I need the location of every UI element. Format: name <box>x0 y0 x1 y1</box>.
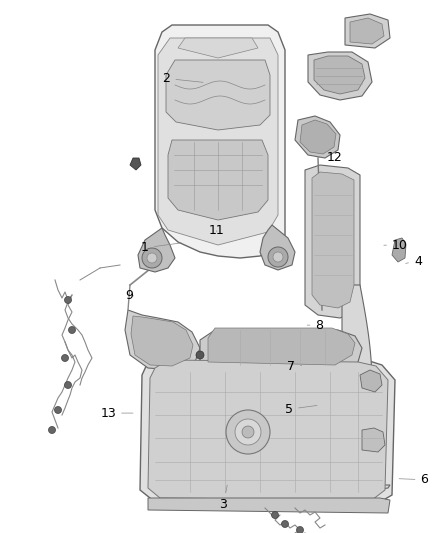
Polygon shape <box>392 238 406 262</box>
Circle shape <box>226 410 270 454</box>
Polygon shape <box>362 428 385 452</box>
Circle shape <box>272 512 279 519</box>
Circle shape <box>64 296 71 303</box>
Polygon shape <box>166 60 270 130</box>
Polygon shape <box>148 360 388 500</box>
Text: 1: 1 <box>141 241 181 254</box>
Polygon shape <box>342 285 390 490</box>
Polygon shape <box>131 316 193 366</box>
Circle shape <box>54 407 61 414</box>
Text: 4: 4 <box>406 255 422 268</box>
Text: 11: 11 <box>209 224 225 237</box>
Polygon shape <box>300 120 336 154</box>
Polygon shape <box>345 14 390 48</box>
Polygon shape <box>208 328 355 365</box>
Circle shape <box>273 252 283 262</box>
Text: 10: 10 <box>384 239 408 252</box>
Polygon shape <box>168 140 268 220</box>
Polygon shape <box>360 370 382 392</box>
Polygon shape <box>200 330 362 372</box>
Circle shape <box>235 419 261 445</box>
Circle shape <box>147 253 157 263</box>
Polygon shape <box>125 310 200 370</box>
Circle shape <box>64 382 71 389</box>
Polygon shape <box>138 228 175 272</box>
Polygon shape <box>130 158 141 170</box>
Text: 5: 5 <box>285 403 317 416</box>
Polygon shape <box>178 38 258 58</box>
Polygon shape <box>155 25 285 258</box>
Polygon shape <box>158 38 278 245</box>
Polygon shape <box>308 52 372 100</box>
Circle shape <box>142 248 162 268</box>
Circle shape <box>297 527 304 533</box>
Text: 3: 3 <box>219 485 227 511</box>
Text: 6: 6 <box>399 473 428 486</box>
Text: 2: 2 <box>162 72 203 85</box>
Text: 13: 13 <box>100 407 133 419</box>
Text: 8: 8 <box>307 319 323 332</box>
Circle shape <box>49 426 56 433</box>
Polygon shape <box>314 56 365 94</box>
Polygon shape <box>295 116 340 158</box>
Circle shape <box>196 351 204 359</box>
Polygon shape <box>148 498 390 513</box>
Polygon shape <box>350 18 384 44</box>
Text: 12: 12 <box>318 151 342 164</box>
Circle shape <box>242 426 254 438</box>
Circle shape <box>61 354 68 361</box>
Polygon shape <box>305 165 360 318</box>
Circle shape <box>282 521 289 528</box>
Polygon shape <box>260 225 295 270</box>
Text: 7: 7 <box>287 360 302 373</box>
Text: 9: 9 <box>125 289 134 302</box>
Circle shape <box>68 327 75 334</box>
Circle shape <box>268 247 288 267</box>
Polygon shape <box>140 355 395 505</box>
Polygon shape <box>312 172 354 308</box>
